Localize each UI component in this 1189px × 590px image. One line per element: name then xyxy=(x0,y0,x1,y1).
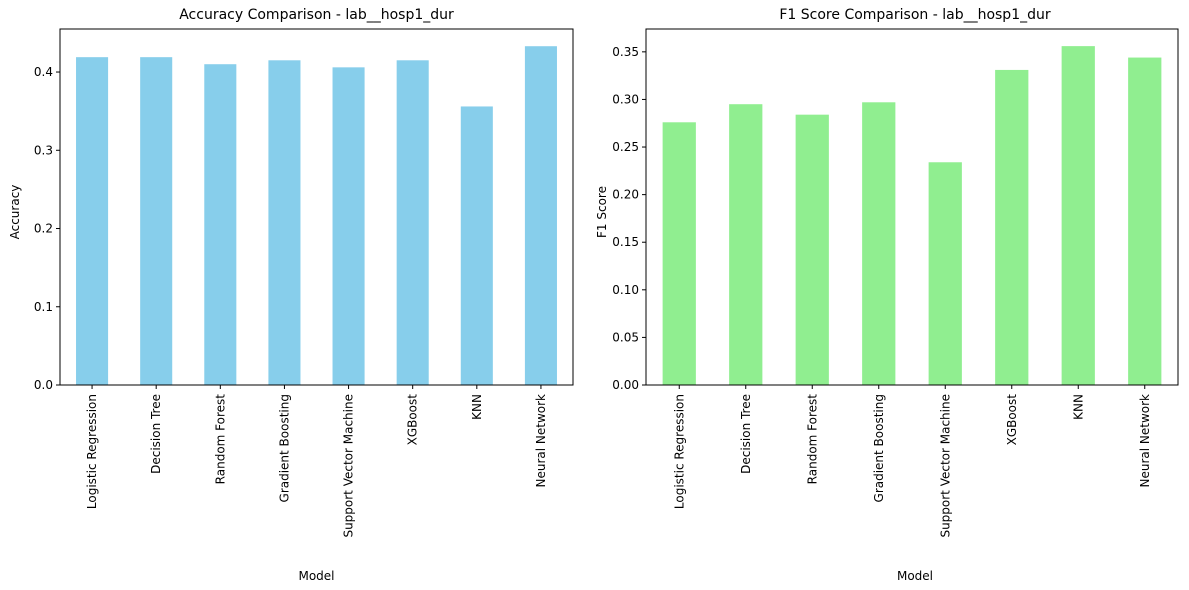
x-tick-label: Support Vector Machine xyxy=(938,394,952,538)
bar xyxy=(76,57,109,386)
bar xyxy=(795,114,829,385)
y-tick-label: 0.3 xyxy=(34,143,53,157)
x-tick-label: XGBoost xyxy=(406,394,420,446)
bar xyxy=(662,122,696,386)
y-ticks: 0.0 0.1 0.2 0.3 0.4 xyxy=(34,65,60,392)
x-ticks: Logistic Regression Decision Tree Random F… xyxy=(85,385,548,538)
x-tick-label: Gradient Boosting xyxy=(872,394,886,502)
accuracy-chart: Accuracy Comparison - lab__hosp1_dur Mod… xyxy=(8,7,574,583)
y-axis-label: F1 Score xyxy=(595,186,609,238)
y-tick-label: 0.2 xyxy=(34,222,53,236)
x-tick-label: KNN xyxy=(1071,394,1085,420)
x-axis-label: Model xyxy=(897,569,933,583)
bar-group xyxy=(662,46,1162,386)
x-tick-label: Random Forest xyxy=(805,394,819,485)
axes-frame xyxy=(645,28,1179,386)
y-tick-label: 0.0 xyxy=(34,378,53,392)
bar xyxy=(524,46,557,385)
y-tick-label: 0.15 xyxy=(612,235,639,249)
x-tick-label: Gradient Boosting xyxy=(277,394,291,502)
y-tick-label: 0.30 xyxy=(612,92,639,106)
bar xyxy=(332,67,365,385)
y-ticks: 0.00 0.05 0.10 0.15 0.20 0.25 0.30 0.35 xyxy=(612,45,646,392)
x-ticks: Logistic Regression Decision Tree Random F… xyxy=(672,385,1152,538)
y-tick-label: 0.10 xyxy=(612,283,639,297)
x-axis-label: Model xyxy=(298,569,334,583)
x-tick-label: Neural Network xyxy=(1138,394,1152,488)
bar xyxy=(1061,46,1095,385)
x-tick-label: Decision Tree xyxy=(739,394,753,474)
x-tick-label: KNN xyxy=(470,394,484,420)
x-tick-label: Decision Tree xyxy=(149,394,163,474)
axes-frame xyxy=(59,28,574,386)
x-tick-label: Logistic Regression xyxy=(85,394,99,509)
y-axis-label: Accuracy xyxy=(8,185,22,240)
bar xyxy=(204,64,237,385)
y-tick-label: 0.4 xyxy=(34,65,53,79)
chart-title: F1 Score Comparison - lab__hosp1_dur xyxy=(779,7,1050,23)
y-tick-label: 0.05 xyxy=(612,330,639,344)
x-tick-label: XGBoost xyxy=(1005,394,1019,446)
y-tick-label: 0.00 xyxy=(612,378,639,392)
y-tick-label: 0.1 xyxy=(34,300,53,314)
y-tick-label: 0.35 xyxy=(612,45,639,59)
y-tick-label: 0.20 xyxy=(612,188,639,202)
bar xyxy=(140,57,173,386)
bar xyxy=(729,104,763,385)
bar xyxy=(928,162,962,385)
f1-score-chart: F1 Score Comparison - lab__hosp1_dur Mod… xyxy=(595,7,1179,583)
x-tick-label: Random Forest xyxy=(213,394,227,485)
chart-title: Accuracy Comparison - lab__hosp1_dur xyxy=(179,7,454,23)
x-tick-label: Neural Network xyxy=(534,394,548,488)
bar-group xyxy=(76,46,557,386)
y-tick-label: 0.25 xyxy=(612,140,639,154)
bar xyxy=(862,102,896,385)
x-tick-label: Logistic Regression xyxy=(672,394,686,509)
bar xyxy=(268,60,301,386)
bar xyxy=(396,60,429,386)
x-tick-label: Support Vector Machine xyxy=(342,394,356,538)
bar xyxy=(1128,57,1162,385)
bar xyxy=(995,69,1029,385)
bar xyxy=(460,106,493,385)
